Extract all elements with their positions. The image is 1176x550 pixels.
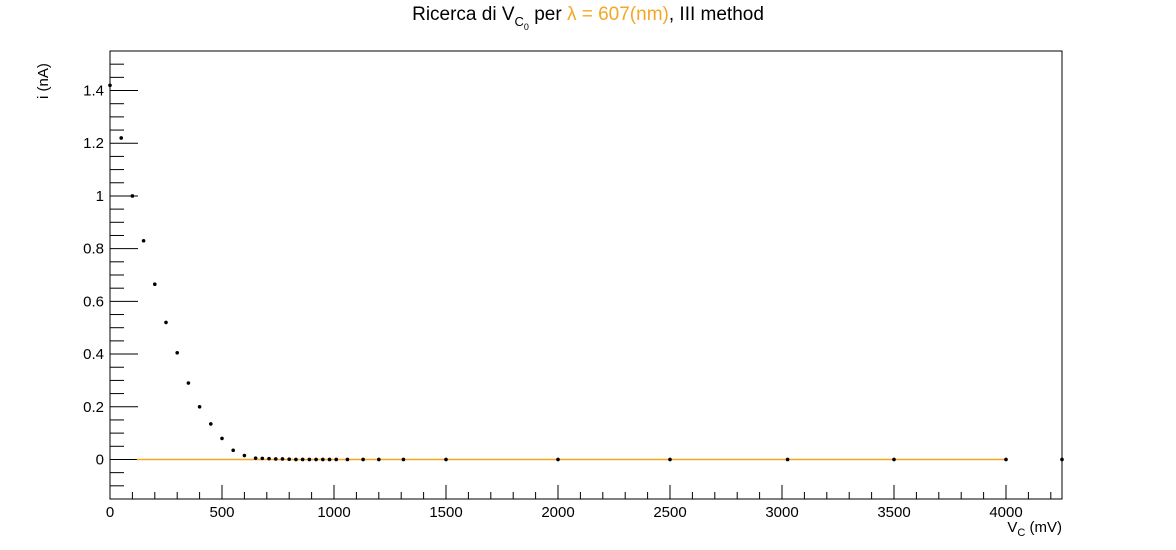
x-tick-label: 500 [209,504,234,521]
data-point [345,457,350,462]
plot-frame [109,50,1063,500]
data-point [260,456,265,461]
x-title-unit: (mV) [1025,519,1062,536]
data-point [130,194,135,198]
data-point [242,453,247,458]
data-point [164,320,168,325]
title-prefix: Ricerca di V [412,4,515,25]
data-point [892,457,896,462]
data-point [231,448,235,453]
data-point [280,457,285,461]
data-point [361,457,365,462]
title-sub: C [515,14,524,29]
data-point [334,457,339,462]
data-point [556,457,560,462]
data-point [141,238,146,243]
x-axis: 0 500 1000 1500 2000 2500 3000 3500 4000 [106,485,1052,521]
data-point [785,457,790,462]
y-tick-label: 1.2 [83,135,104,152]
y-tick-label: 0 [96,451,104,468]
data-point [153,282,157,287]
y-axis-title: i (nA) [35,63,52,99]
data-point [300,457,305,462]
title-suffix: , III method [669,4,764,25]
data-point [287,457,292,462]
data-point [108,83,112,88]
data-point [444,457,448,462]
data-point [314,457,318,462]
data-point [209,422,213,426]
x-tick-label: 1500 [429,504,462,521]
y-tick-label: 1.4 [83,83,104,100]
data-point [1060,457,1064,462]
x-tick-label: 0 [106,504,114,521]
chart-title: Ricerca di VC0 per λ = 607(nm), III meth… [412,4,764,32]
y-tick-label: 0.8 [83,241,104,258]
y-tick-label: 0.4 [83,346,104,363]
y-tick-label: 0.6 [83,293,104,310]
data-point [253,456,258,460]
x-tick-label: 3000 [765,504,798,521]
x-tick-label: 3500 [877,504,910,521]
data-point [273,457,278,461]
data-point [197,404,202,409]
x-tick-label: 2500 [653,504,686,521]
y-tick-label: 0.2 [83,399,104,416]
x-title-sub: C [1017,527,1025,539]
data-point [267,456,271,461]
data-point [1004,457,1008,462]
x-title-main: V [1007,519,1017,536]
data-point [186,381,191,385]
plot-frame-rect [109,50,1063,500]
title-highlight: λ = 607(nm) [567,4,669,25]
x-tick-label: 4000 [989,504,1022,521]
x-axis-title: VC (mV) [1007,519,1062,539]
data-point [327,457,332,462]
data-point [119,136,123,140]
y-tick-label: 1 [96,188,104,205]
title-subsub: 0 [524,22,529,32]
data-point [307,457,312,462]
x-tick-label: 1000 [317,504,350,521]
data-point [321,457,325,462]
data-point [175,350,179,355]
data-point [377,457,381,462]
title-middle: per [529,4,567,25]
y-axis: 0 0.2 0.4 0.6 0.8 1 1.2 1.4 [83,50,138,487]
x-tick-label: 2000 [541,504,574,521]
points-layer [108,83,1064,462]
data-point [294,457,298,462]
data-point [668,457,672,462]
data-point [220,436,224,441]
data-point [401,457,406,462]
